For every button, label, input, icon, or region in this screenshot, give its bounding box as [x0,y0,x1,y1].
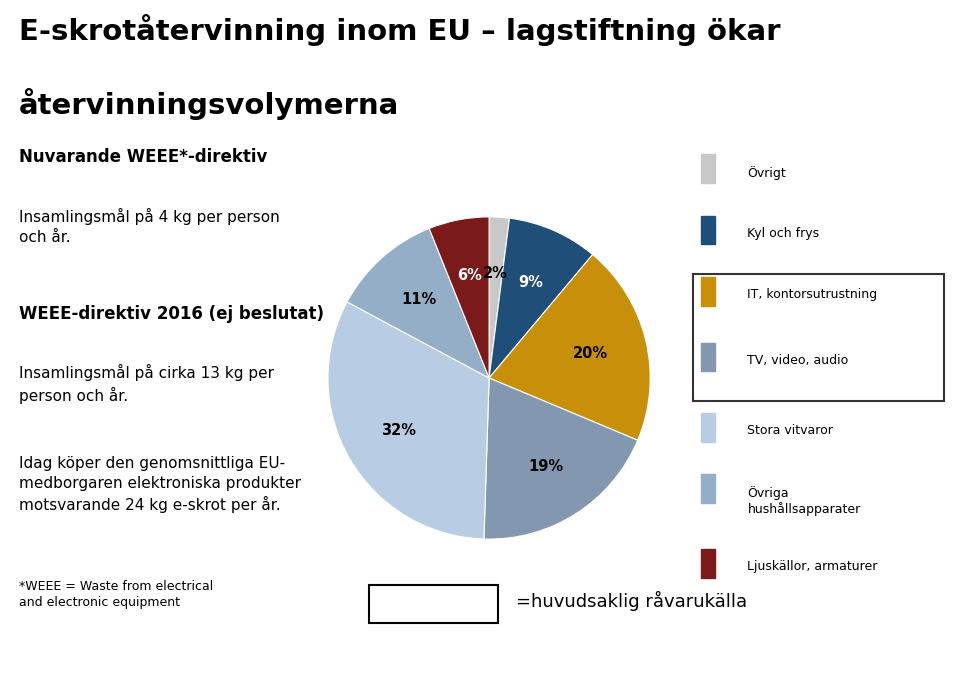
Text: Nuvarande WEEE*-direktiv: Nuvarande WEEE*-direktiv [19,148,268,167]
Text: E-skrotåtervinning inom EU – lagstiftning ökar: E-skrotåtervinning inom EU – lagstiftnin… [19,14,781,45]
Text: 19%: 19% [528,458,563,474]
Text: WEEE-direktiv 2016 (ej beslutat): WEEE-direktiv 2016 (ej beslutat) [19,304,324,323]
Text: 11%: 11% [402,292,437,307]
Text: 2%: 2% [483,266,508,281]
Text: Ljuskällor, armaturer: Ljuskällor, armaturer [747,560,877,574]
Bar [701,475,715,503]
Text: *WEEE = Waste from electrical
and electronic equipment: *WEEE = Waste from electrical and electr… [19,580,214,609]
Bar [701,154,715,183]
Text: Övriga
hushållsapparater: Övriga hushållsapparater [747,486,860,516]
Text: Boliden: Boliden [14,646,66,660]
Wedge shape [328,302,489,539]
Bar [701,343,715,371]
Bar [701,549,715,578]
Bar [369,585,498,623]
Bar [701,413,715,441]
Text: Kyl och frys: Kyl och frys [747,227,820,240]
Text: Insamlingsmål på 4 kg per person
och år.: Insamlingsmål på 4 kg per person och år. [19,208,280,245]
Wedge shape [484,378,638,539]
Text: Idag köper den genomsnittliga EU-
medborgaren elektroniska produkter
motsvarande: Idag köper den genomsnittliga EU- medbor… [19,456,301,514]
Wedge shape [489,217,509,378]
Text: Övrigt: Övrigt [747,165,786,180]
Wedge shape [489,254,650,440]
Bar [693,274,945,401]
Bar [701,215,715,244]
Wedge shape [489,218,593,378]
Text: 3: 3 [475,646,484,660]
Text: 20%: 20% [573,346,608,361]
Text: 32%: 32% [381,423,416,438]
Bar [701,277,715,306]
Text: IT, kontorsutrustning: IT, kontorsutrustning [747,288,877,302]
Text: 03/05/2010: 03/05/2010 [865,646,945,660]
Wedge shape [347,228,489,378]
Text: =huvudsaklig råvarukälla: =huvudsaklig råvarukälla [516,591,747,612]
Wedge shape [430,217,489,378]
Text: 9%: 9% [519,275,544,290]
Text: TV, video, audio: TV, video, audio [747,354,849,367]
Text: 6%: 6% [456,268,481,283]
Text: återvinningsvolymerna: återvinningsvolymerna [19,88,400,119]
Text: Insamlingsmål på cirka 13 kg per
person och år.: Insamlingsmål på cirka 13 kg per person … [19,364,274,404]
Text: Stora vitvaror: Stora vitvaror [747,425,833,437]
